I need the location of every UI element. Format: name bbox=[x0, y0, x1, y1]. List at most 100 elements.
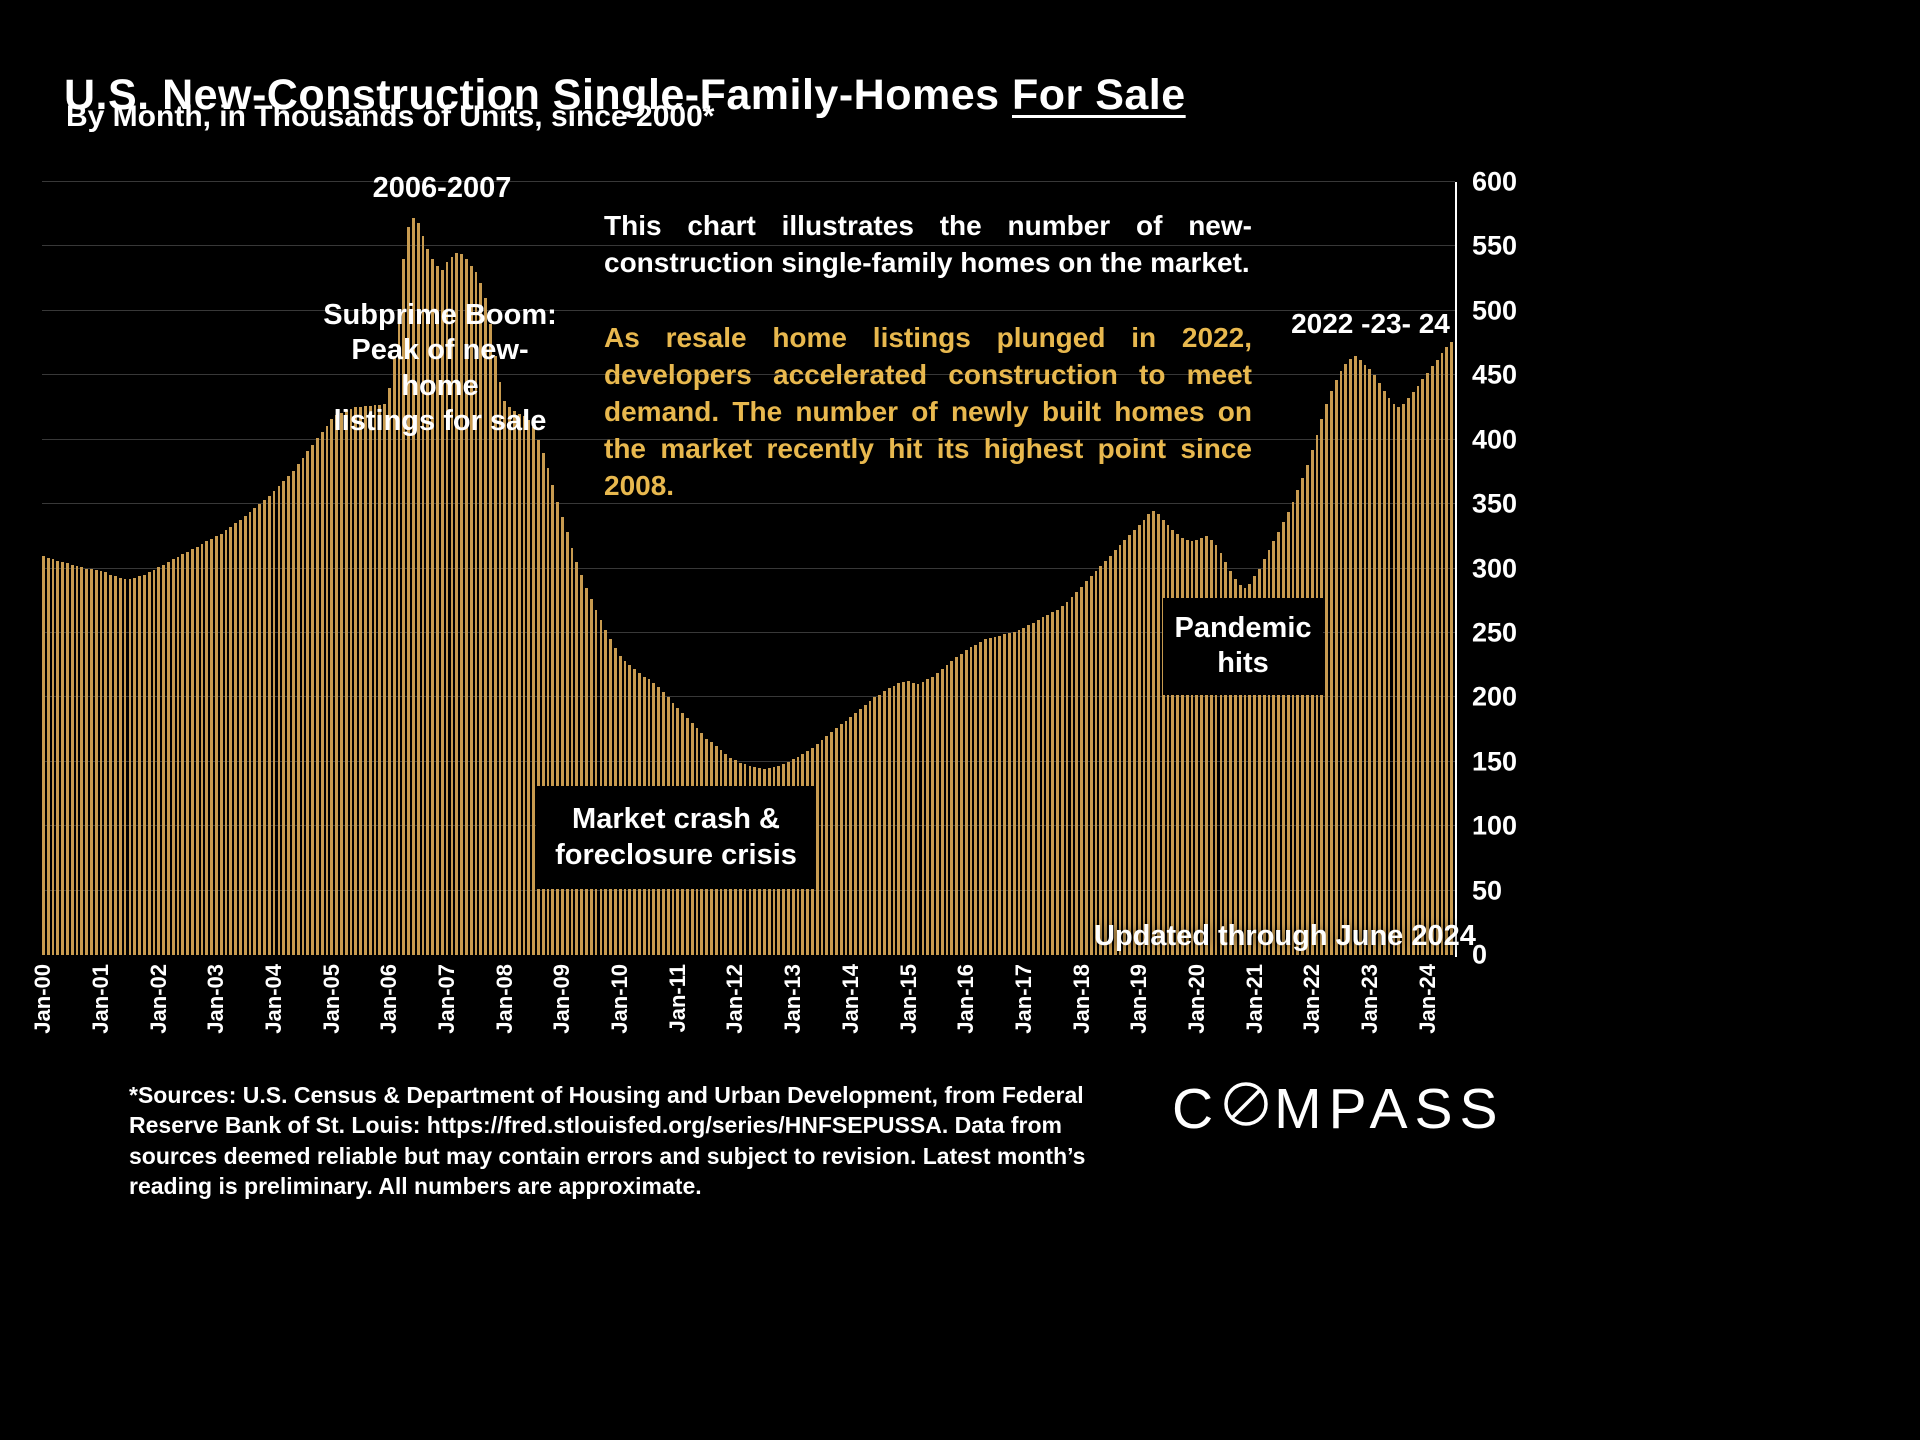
bar bbox=[488, 323, 492, 955]
bar bbox=[1224, 562, 1228, 955]
gridline bbox=[42, 760, 1455, 762]
bar bbox=[200, 544, 204, 955]
bar bbox=[416, 223, 420, 955]
bar bbox=[445, 261, 449, 955]
bar bbox=[75, 565, 79, 955]
x-tick-label: Jan-06 bbox=[376, 964, 402, 1034]
bar bbox=[229, 527, 233, 955]
annotation-market-crash: Market crash & foreclosure crisis bbox=[536, 786, 816, 889]
y-tick-label: 500 bbox=[1472, 295, 1518, 326]
bar bbox=[1176, 533, 1180, 955]
bar bbox=[1430, 366, 1434, 955]
bar bbox=[1017, 630, 1021, 955]
bar bbox=[931, 676, 934, 955]
bar bbox=[364, 406, 367, 955]
bar bbox=[224, 529, 228, 955]
bar bbox=[291, 470, 295, 955]
bar bbox=[90, 568, 93, 955]
bar bbox=[114, 576, 117, 955]
bar bbox=[335, 415, 338, 955]
bar bbox=[109, 574, 113, 955]
bar bbox=[1027, 625, 1031, 955]
gridline bbox=[42, 696, 1455, 698]
bar bbox=[1046, 614, 1050, 955]
bar bbox=[349, 408, 353, 955]
bar bbox=[99, 571, 103, 955]
bar bbox=[498, 381, 502, 955]
x-tick-label: Jan-02 bbox=[145, 964, 171, 1034]
x-tick-label: Jan-01 bbox=[88, 964, 114, 1034]
bar bbox=[359, 407, 362, 955]
bar bbox=[373, 404, 377, 955]
bar bbox=[320, 431, 324, 955]
bar bbox=[1219, 553, 1223, 955]
bar bbox=[1205, 536, 1208, 955]
x-tick-label: Jan-23 bbox=[1356, 964, 1382, 1034]
bar bbox=[128, 578, 132, 955]
bar bbox=[311, 444, 314, 955]
gridline bbox=[42, 438, 1455, 440]
bar bbox=[70, 564, 74, 955]
bar bbox=[1190, 541, 1194, 955]
bar bbox=[878, 694, 882, 955]
x-tick-label: Jan-15 bbox=[895, 964, 921, 1034]
page-title-main: U.S. New-Construction Single-Family-Home… bbox=[64, 70, 1012, 119]
bar bbox=[1354, 355, 1357, 955]
annotation-2022-23-24: 2022 -23- 24 bbox=[1291, 308, 1450, 339]
bar bbox=[248, 511, 252, 955]
bar bbox=[1233, 578, 1237, 955]
bar bbox=[1008, 632, 1011, 955]
bar bbox=[1344, 363, 1348, 955]
bar bbox=[1450, 341, 1453, 955]
x-tick-label: Jan-10 bbox=[607, 964, 633, 1034]
x-tick-label: Jan-22 bbox=[1299, 964, 1325, 1034]
bar bbox=[282, 480, 286, 955]
bar bbox=[344, 410, 348, 955]
bar bbox=[166, 562, 170, 955]
bar bbox=[1041, 617, 1045, 955]
bar bbox=[239, 519, 242, 955]
bar bbox=[104, 572, 108, 955]
bar bbox=[181, 554, 185, 955]
bar bbox=[474, 272, 478, 955]
bar bbox=[1281, 522, 1285, 955]
bar bbox=[94, 569, 98, 955]
bar bbox=[1161, 519, 1165, 955]
bar bbox=[1397, 407, 1401, 955]
bar bbox=[1402, 403, 1405, 955]
bar bbox=[1022, 627, 1026, 955]
bar bbox=[527, 420, 531, 955]
page-title: U.S. New-Construction Single-Family-Home… bbox=[64, 71, 1186, 120]
bar bbox=[1310, 449, 1314, 955]
bar bbox=[844, 720, 848, 955]
x-tick-label: Jan-11 bbox=[664, 964, 690, 1033]
bar bbox=[1003, 634, 1006, 955]
bar bbox=[1132, 529, 1136, 955]
bar bbox=[277, 486, 281, 955]
bar bbox=[907, 680, 910, 955]
bar bbox=[1051, 612, 1055, 955]
bar bbox=[205, 541, 209, 955]
bar bbox=[66, 563, 69, 955]
bar bbox=[1411, 392, 1415, 955]
bar bbox=[450, 256, 454, 955]
bar bbox=[916, 684, 920, 955]
bar bbox=[1070, 596, 1074, 955]
bar bbox=[945, 665, 949, 955]
bar bbox=[551, 484, 555, 955]
bar bbox=[964, 649, 968, 955]
bar bbox=[176, 556, 180, 955]
bar bbox=[388, 388, 391, 955]
y-axis-labels: 0 50 100 150 200 250 300 350 400 450 500 550 600 bbox=[1472, 168, 1552, 968]
bar bbox=[897, 683, 901, 955]
y-tick-label: 400 bbox=[1472, 424, 1518, 455]
bar bbox=[921, 681, 925, 955]
bar bbox=[378, 404, 382, 955]
bar bbox=[171, 559, 175, 955]
bar bbox=[1060, 605, 1064, 955]
bar bbox=[421, 236, 425, 955]
bar bbox=[61, 562, 64, 955]
bar bbox=[296, 464, 300, 955]
bar bbox=[1036, 620, 1040, 955]
bar bbox=[1330, 390, 1333, 955]
